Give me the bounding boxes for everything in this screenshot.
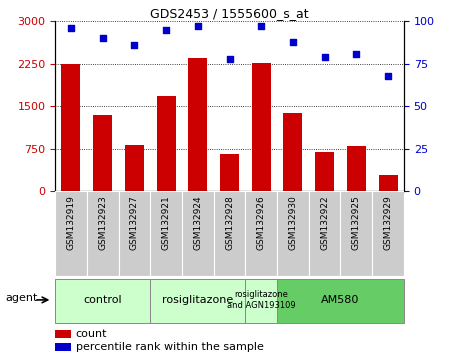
Text: GSM132927: GSM132927 <box>130 195 139 250</box>
Point <box>67 25 75 31</box>
Bar <box>309 191 341 276</box>
Bar <box>246 279 277 323</box>
Text: GSM132919: GSM132919 <box>67 195 75 250</box>
Bar <box>125 145 144 191</box>
Text: GSM132930: GSM132930 <box>288 195 297 250</box>
Text: percentile rank within the sample: percentile rank within the sample <box>76 342 263 352</box>
Point <box>131 42 138 48</box>
Bar <box>118 191 150 276</box>
Bar <box>55 343 71 351</box>
Point <box>226 56 233 62</box>
Text: GSM132925: GSM132925 <box>352 195 361 250</box>
Bar <box>283 113 302 191</box>
Bar <box>55 330 71 338</box>
Title: GDS2453 / 1555600_s_at: GDS2453 / 1555600_s_at <box>150 7 309 20</box>
Bar <box>372 191 404 276</box>
Text: GSM132924: GSM132924 <box>193 195 202 250</box>
Bar <box>246 191 277 276</box>
Bar <box>379 175 397 191</box>
Bar <box>315 152 334 191</box>
Point <box>99 35 106 41</box>
Text: AM580: AM580 <box>321 295 360 305</box>
Bar <box>182 191 213 276</box>
Bar <box>213 191 246 276</box>
Point <box>321 54 328 60</box>
Bar <box>93 115 112 191</box>
Text: GSM132928: GSM132928 <box>225 195 234 250</box>
Text: GSM132926: GSM132926 <box>257 195 266 250</box>
Bar <box>220 154 239 191</box>
Bar <box>62 64 80 191</box>
Text: rosiglitazone: rosiglitazone <box>162 295 234 305</box>
Point <box>353 51 360 56</box>
Text: rosiglitazone
and AGN193109: rosiglitazone and AGN193109 <box>227 290 296 310</box>
Bar <box>252 63 271 191</box>
Point <box>162 27 170 33</box>
Bar <box>347 147 366 191</box>
Text: count: count <box>76 329 107 339</box>
Text: GSM132923: GSM132923 <box>98 195 107 250</box>
Text: GSM132922: GSM132922 <box>320 195 329 250</box>
Bar <box>150 279 246 323</box>
Bar <box>188 58 207 191</box>
Bar <box>87 191 118 276</box>
Bar <box>277 279 404 323</box>
Point <box>257 23 265 29</box>
Point <box>194 23 202 29</box>
Text: GSM132921: GSM132921 <box>162 195 171 250</box>
Point <box>289 39 297 45</box>
Text: GSM132929: GSM132929 <box>384 195 392 250</box>
Bar <box>157 96 176 191</box>
Bar <box>55 191 87 276</box>
Bar <box>341 191 372 276</box>
Text: control: control <box>84 295 122 305</box>
Point <box>384 73 392 79</box>
Bar <box>150 191 182 276</box>
Bar <box>277 191 309 276</box>
Bar <box>55 279 150 323</box>
Text: agent: agent <box>6 293 38 303</box>
